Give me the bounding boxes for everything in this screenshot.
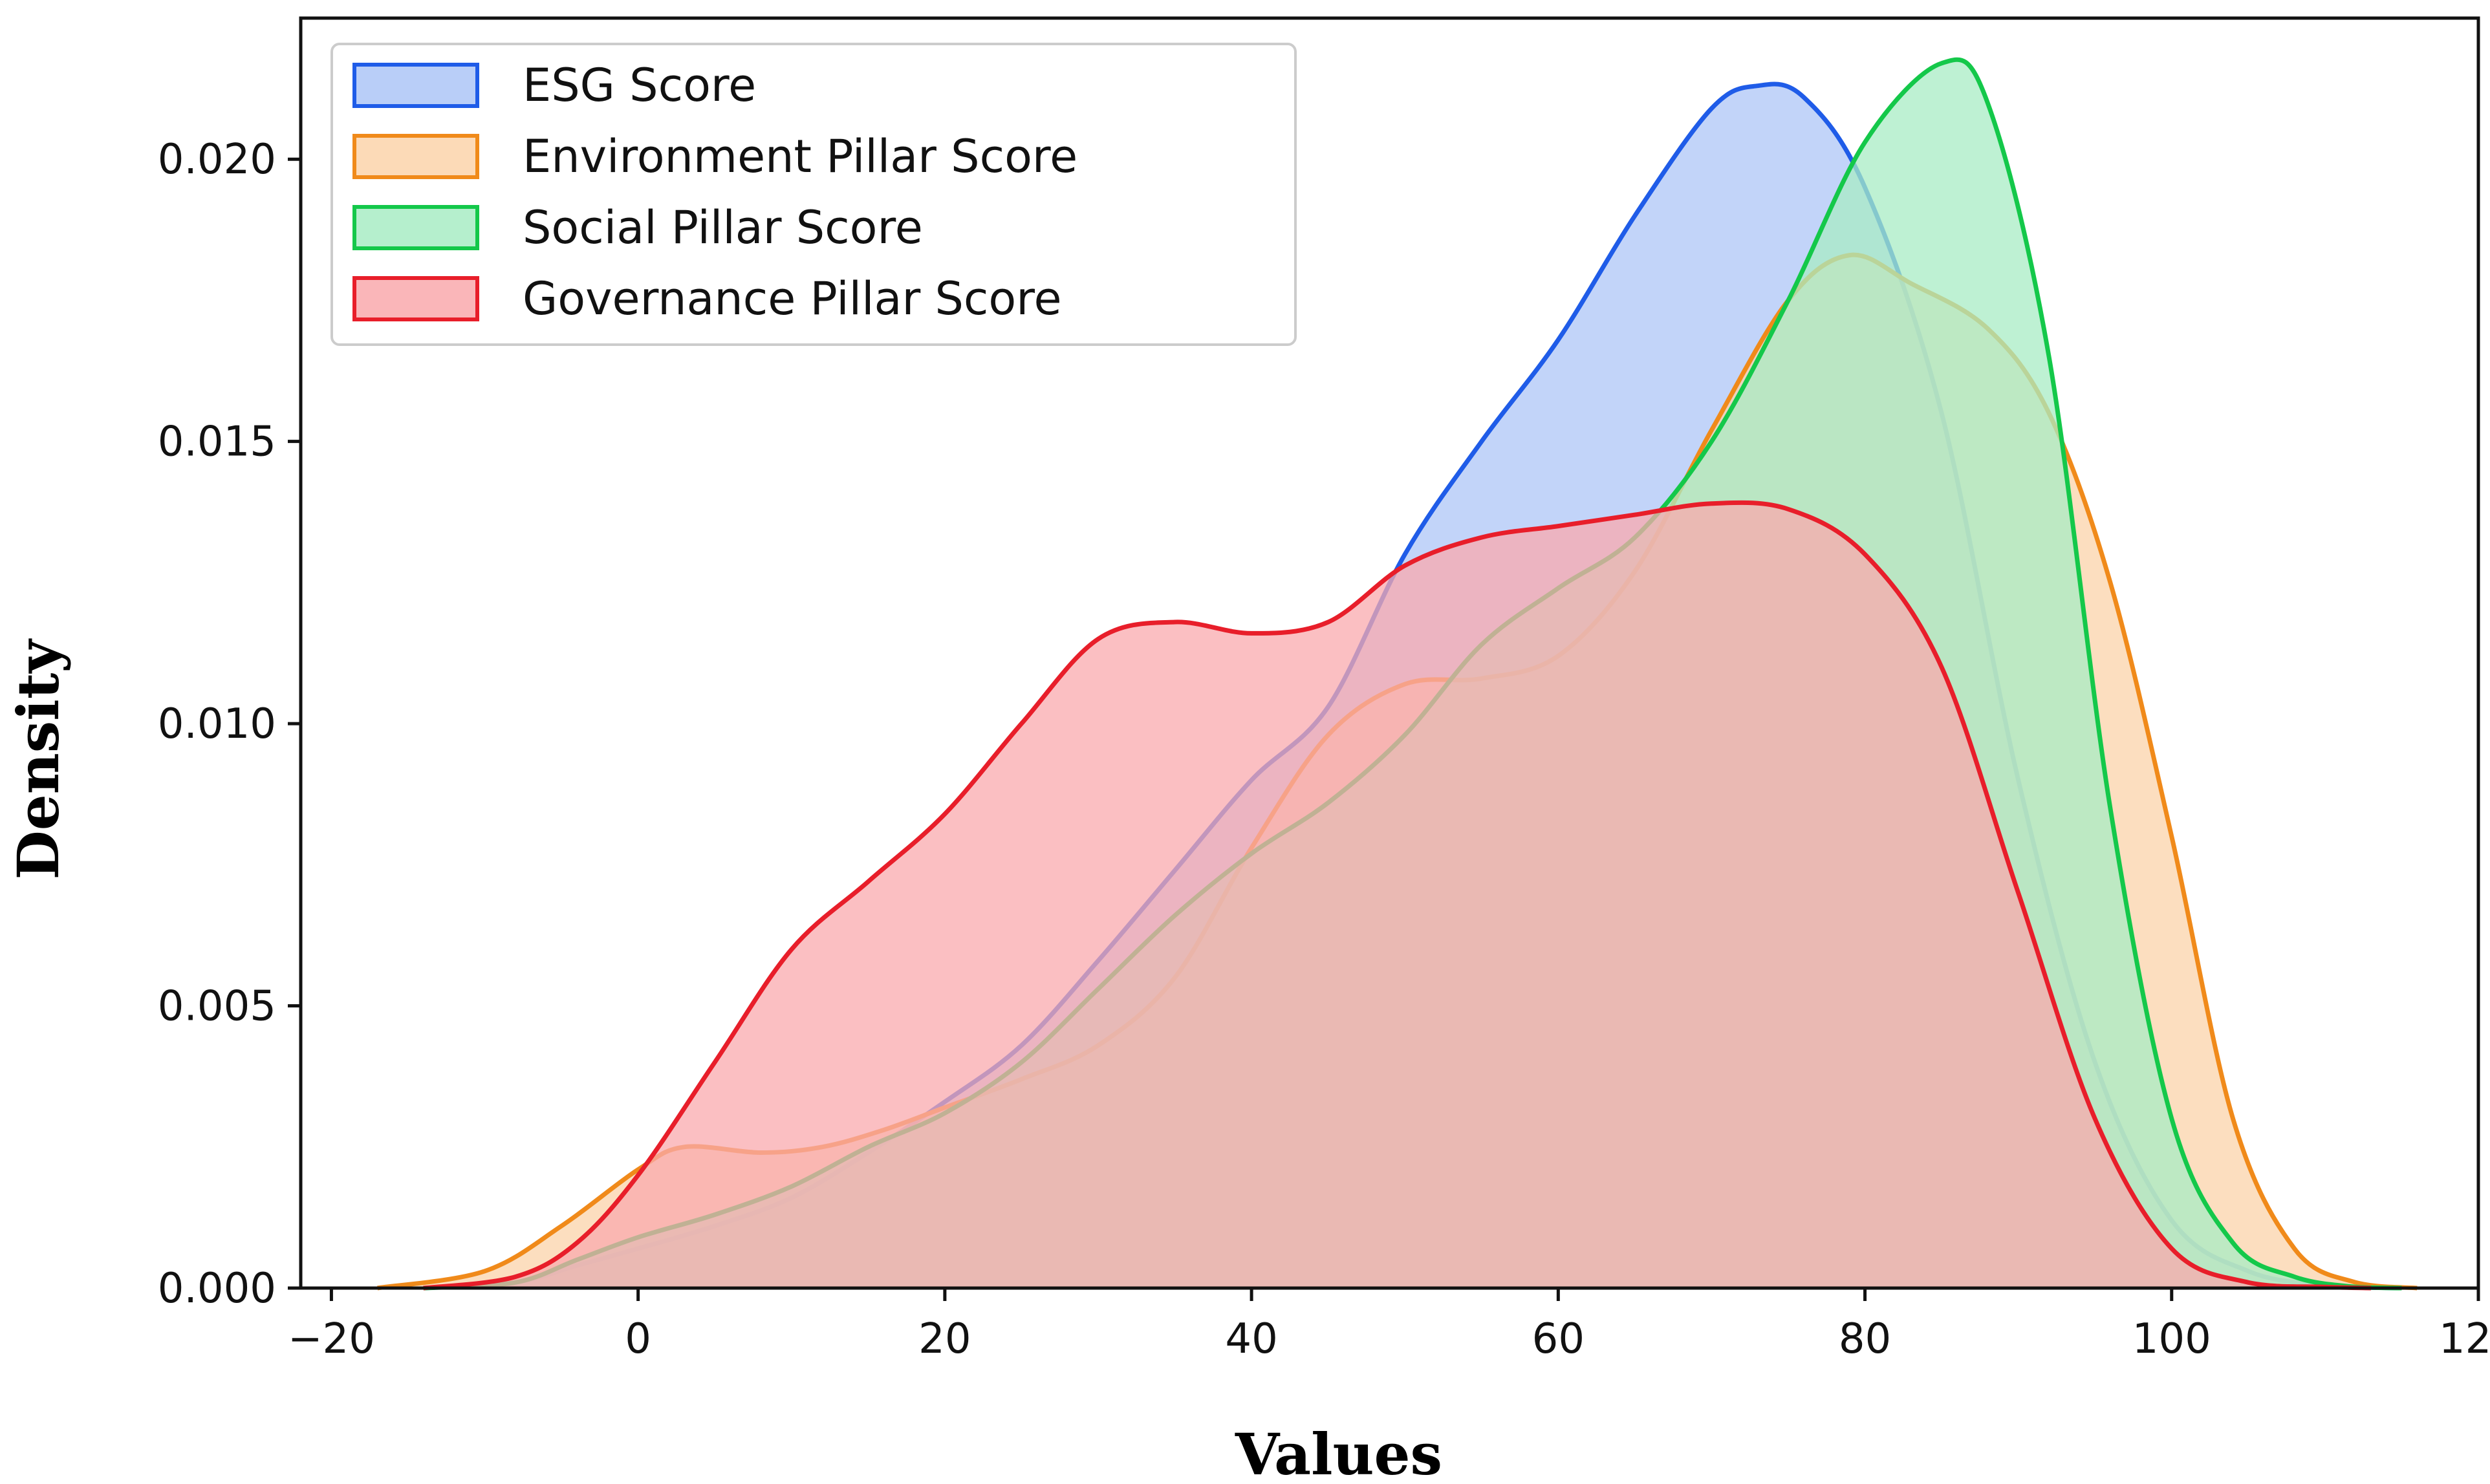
legend-label: ESG Score bbox=[523, 59, 756, 112]
y-tick-label: 0.010 bbox=[158, 700, 276, 748]
x-tick-label: 100 bbox=[2132, 1315, 2211, 1363]
x-tick-label: 80 bbox=[1839, 1315, 1891, 1363]
x-tick-label: 40 bbox=[1225, 1315, 1277, 1363]
legend: ESG Score Environment Pillar Score Social … bbox=[330, 43, 1297, 346]
series-area-3 bbox=[423, 502, 2372, 1288]
legend-swatch bbox=[352, 134, 479, 179]
legend-swatch bbox=[352, 205, 479, 250]
legend-label: Social Pillar Score bbox=[523, 201, 923, 254]
x-axis-ticks: −20 0 20 40 60 80 100 120 bbox=[288, 1288, 2490, 1363]
density-areas bbox=[377, 57, 2418, 1291]
y-tick-label: 0.015 bbox=[158, 418, 276, 466]
x-tick-label: 120 bbox=[2439, 1315, 2490, 1363]
plot-frame bbox=[299, 16, 2480, 1290]
y-axis-label: Density bbox=[5, 638, 72, 880]
x-tick-label: 0 bbox=[625, 1315, 651, 1363]
y-tick-label: 0.000 bbox=[158, 1265, 276, 1313]
legend-swatch bbox=[352, 63, 479, 108]
series-3 bbox=[423, 500, 2372, 1291]
legend-label: Environment Pillar Score bbox=[523, 130, 1077, 183]
y-tick-label: 0.005 bbox=[158, 983, 276, 1031]
x-axis-label: Values bbox=[1235, 1421, 1442, 1484]
y-tick-label: 0.020 bbox=[158, 136, 276, 184]
x-tick-label: 60 bbox=[1532, 1315, 1585, 1363]
x-tick-label: −20 bbox=[288, 1315, 375, 1363]
x-tick-label: 20 bbox=[918, 1315, 971, 1363]
y-axis-ticks: 0.000 0.005 0.010 0.015 0.020 bbox=[158, 136, 301, 1313]
legend-box bbox=[330, 43, 1297, 346]
series-line-3 bbox=[423, 500, 2372, 1291]
legend-label: Governance Pillar Score bbox=[523, 272, 1062, 325]
legend-swatch bbox=[352, 276, 479, 321]
